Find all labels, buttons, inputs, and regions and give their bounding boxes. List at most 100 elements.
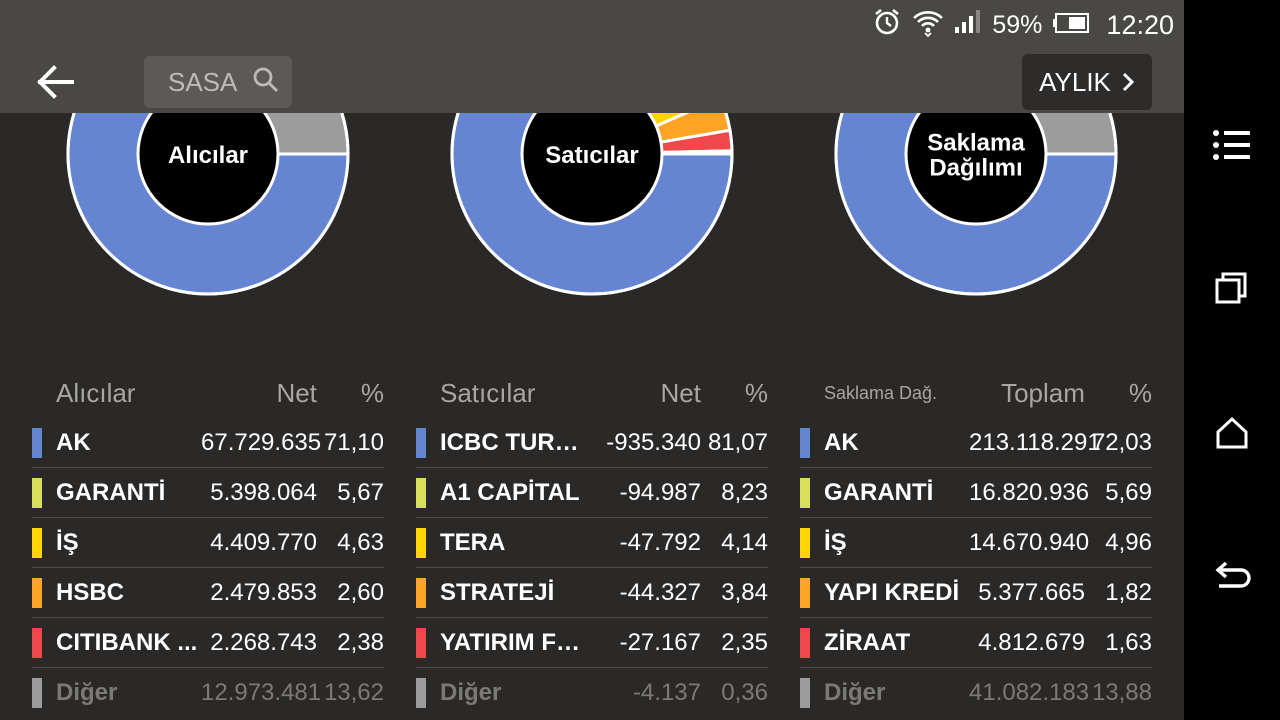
header-value: Toplam [1001, 377, 1085, 408]
panel-custody: Saklama Dağılımı Saklama Dağ. Toplam % AK… [800, 113, 1152, 720]
header-value: Net [276, 377, 317, 408]
row-pct: 8,23 [721, 478, 768, 506]
row-value: 67.729.635 [201, 428, 322, 456]
row-name: İŞ [56, 528, 79, 556]
nav-back-button[interactable] [1184, 532, 1280, 622]
arrow-left-icon [37, 65, 74, 99]
table-row[interactable]: YAPI KREDİ 5.377.665 1,82 [800, 568, 1152, 618]
row-name: YATIRIM FON... [440, 628, 585, 656]
content-area: Alıcılar Alıcılar Net % AK 67.729.635 71,1… [0, 113, 1184, 720]
row-name: Diğer [824, 679, 886, 706]
row-value: -47.792 [619, 528, 701, 556]
donut-center [904, 113, 1048, 226]
header-value: Net [660, 377, 701, 408]
row-value: 5.377.665 [978, 578, 1085, 606]
search-input[interactable] [168, 66, 248, 98]
donut-title: Dağılımı [929, 155, 1022, 182]
row-value: -4.137 [632, 679, 701, 706]
header-pct: % [744, 377, 768, 408]
row-pct: 4,63 [337, 528, 384, 556]
table-row[interactable]: İŞ 4.409.770 4,63 [32, 518, 384, 568]
row-pct: 71,10 [323, 428, 384, 456]
row-value: 14.670.940 [969, 528, 1090, 556]
row-pct: 5,69 [1105, 478, 1152, 506]
table-header: Saklama Dağ. Toplam % [800, 368, 1152, 418]
table-row[interactable]: AK 67.729.635 71,10 [32, 418, 384, 468]
nav-home-button[interactable] [1184, 388, 1280, 478]
table-row[interactable]: ICBC TURK... -935.340 81,07 [416, 418, 768, 468]
color-swatch [32, 427, 42, 458]
row-name: Diğer [440, 679, 502, 706]
table-row[interactable]: GARANTİ 5.398.064 5,67 [32, 468, 384, 518]
row-value: 41.082.183 [969, 679, 1090, 706]
donut-outline [834, 113, 1118, 296]
color-swatch [32, 678, 42, 708]
row-pct: 2,35 [721, 628, 768, 656]
color-swatch [800, 527, 810, 558]
donut-title: Alıcılar [168, 142, 248, 169]
battery-percent: 59% [992, 10, 1043, 39]
table-row[interactable]: STRATEJİ -44.327 3,84 [416, 568, 768, 618]
row-name: TERA [440, 528, 506, 556]
table-custody: Saklama Dağ. Toplam % AK 213.118.291 72,03… [800, 368, 1152, 718]
recents-icon [1215, 272, 1247, 304]
row-value: 16.820.936 [969, 478, 1090, 506]
donut-chart-sellers: Satıcılar [416, 113, 768, 330]
row-name: AK [56, 428, 91, 456]
table-row[interactable]: Diğer 41.082.183 13,88 [800, 668, 1152, 718]
table-header: Alıcılar Net % [32, 368, 384, 418]
color-swatch [800, 577, 810, 608]
table-row[interactable]: GARANTİ 16.820.936 5,69 [800, 468, 1152, 518]
chevron-right-icon [1122, 72, 1135, 92]
table-row[interactable]: Diğer -4.137 0,36 [416, 668, 768, 718]
row-name: ICBC TURK... [440, 428, 585, 456]
row-value: 12.973.481 [201, 679, 322, 706]
color-swatch [800, 678, 810, 708]
row-name: YAPI KREDİ [824, 578, 960, 606]
nav-menu-button[interactable] [1184, 100, 1280, 190]
row-value: 4.409.770 [210, 528, 317, 556]
table-row[interactable]: ZİRAAT 4.812.679 1,63 [800, 618, 1152, 668]
donut-outline [450, 113, 734, 296]
color-swatch [32, 577, 42, 608]
donut-chart-buyers: Alıcılar [32, 113, 384, 330]
back-button[interactable] [30, 60, 82, 104]
row-value: -44.327 [619, 578, 701, 606]
panel-buyers: Alıcılar Alıcılar Net % AK 67.729.635 71,1… [32, 113, 384, 720]
panel-sellers: Satıcılar Satıcılar Net % ICBC TURK... -9… [416, 113, 768, 720]
table-row[interactable]: YATIRIM FON... -27.167 2,35 [416, 618, 768, 668]
table-row[interactable]: TERA -47.792 4,14 [416, 518, 768, 568]
color-swatch [416, 477, 426, 508]
period-selector-button[interactable]: AYLIK [1022, 54, 1152, 110]
donut-center [136, 113, 280, 226]
color-swatch [416, 577, 426, 608]
nav-recents-button[interactable] [1184, 244, 1280, 334]
app-window: Alıcılar Alıcılar Net % AK 67.729.635 71,1… [0, 0, 1184, 720]
search-box[interactable] [144, 56, 292, 108]
color-swatch [32, 527, 42, 558]
table-row[interactable]: HSBC 2.479.853 2,60 [32, 568, 384, 618]
header-name: Saklama Dağ. [824, 382, 938, 403]
period-label: AYLIK [1039, 66, 1111, 97]
table-row[interactable]: AK 213.118.291 72,03 [800, 418, 1152, 468]
header-name: Alıcılar [56, 377, 136, 408]
donut-outline [66, 113, 350, 296]
row-pct: 0,36 [721, 679, 768, 706]
donut-title: Saklama [927, 130, 1025, 157]
table-row[interactable]: CITIBANK ... 2.268.743 2,38 [32, 618, 384, 668]
status-bar: 59% 12:20 [872, 0, 1174, 50]
row-pct: 1,63 [1105, 628, 1152, 656]
color-swatch [416, 527, 426, 558]
color-swatch [800, 477, 810, 508]
color-swatch [416, 427, 426, 458]
alarm-icon [872, 7, 902, 44]
color-swatch [32, 627, 42, 658]
row-name: GARANTİ [824, 478, 934, 506]
search-icon[interactable] [252, 66, 280, 99]
row-value: -94.987 [619, 478, 701, 506]
row-value: 213.118.291 [969, 428, 1101, 456]
table-row[interactable]: Diğer 12.973.481 13,62 [32, 668, 384, 718]
table-row[interactable]: A1 CAPİTAL -94.987 8,23 [416, 468, 768, 518]
table-row[interactable]: İŞ 14.670.940 4,96 [800, 518, 1152, 568]
header-pct: % [360, 377, 384, 408]
